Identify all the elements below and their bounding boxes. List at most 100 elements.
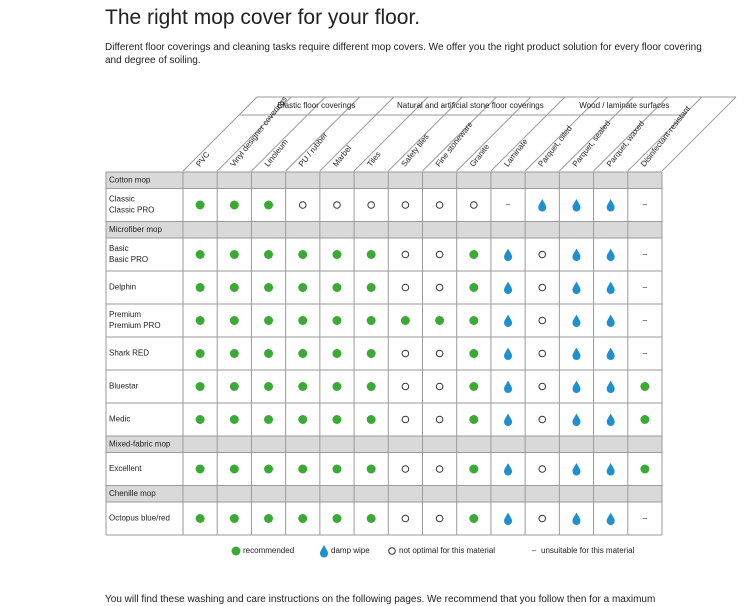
row-name: Bluestar <box>109 382 139 391</box>
cell-symbol <box>469 464 479 474</box>
legend-label: unsuitable for this material <box>541 546 635 555</box>
cell-symbol <box>640 415 650 424</box>
cell-symbol <box>229 464 239 474</box>
row-name: Basic PRO <box>109 255 148 264</box>
cell-symbol <box>572 281 581 294</box>
cell-symbol <box>367 201 375 209</box>
cell-symbol <box>435 316 445 325</box>
header-slant-line <box>387 96 463 172</box>
group-label: Natural and artificial stone floor cover… <box>397 101 544 110</box>
cell-symbol <box>538 382 547 391</box>
cell-symbol <box>332 283 342 292</box>
cell-symbol <box>264 514 274 523</box>
group-label: Elastic floor coverings <box>278 101 356 110</box>
cell-symbol <box>401 250 410 259</box>
cell-symbol <box>435 415 444 424</box>
cell-symbol <box>298 464 308 474</box>
cell-symbol <box>298 201 307 209</box>
cell-symbol <box>504 248 513 261</box>
cell-symbol <box>229 415 239 424</box>
cell-symbol <box>504 413 513 426</box>
section-row <box>106 172 662 189</box>
header-slant-line <box>661 96 737 172</box>
column-label: Vinyl designer coverings <box>228 95 288 169</box>
cell-symbol <box>572 413 581 426</box>
cell-symbol <box>264 382 274 391</box>
cell-symbol <box>366 349 376 358</box>
cell-symbol <box>332 514 342 523</box>
cell-symbol <box>606 413 615 426</box>
cell-symbol <box>195 250 205 259</box>
cell-symbol <box>229 349 239 358</box>
section-row <box>106 436 662 453</box>
cell-symbol <box>504 347 513 360</box>
cell-symbol <box>401 382 410 391</box>
cell-symbol <box>572 314 581 327</box>
header-slant-line <box>353 96 429 172</box>
cell-symbol <box>538 199 547 212</box>
cell-symbol: – <box>506 200 511 209</box>
cell-symbol <box>606 314 615 327</box>
cell-symbol <box>264 200 274 210</box>
cell-symbol <box>606 248 615 261</box>
cell-symbol <box>572 199 581 212</box>
cell-symbol <box>229 514 239 523</box>
row-name: Classic <box>109 195 135 204</box>
cell-symbol <box>195 382 205 391</box>
cell-symbol: – <box>643 283 648 292</box>
cell-symbol <box>332 382 342 391</box>
cell-symbol <box>264 415 274 424</box>
cell-symbol <box>606 199 615 212</box>
row-name: Classic PRO <box>109 206 154 215</box>
cell-symbol <box>229 283 239 292</box>
header-slant-line <box>182 96 258 172</box>
cell-symbol <box>195 415 205 424</box>
cell-symbol <box>435 349 444 358</box>
table: Elastic floor coverings Natural and artif… <box>105 95 737 558</box>
column-label: Safety tiles <box>400 132 431 168</box>
column-label: Disinfectant-resistant <box>639 104 693 169</box>
row-name: Shark RED <box>109 349 149 358</box>
cell-symbol <box>504 380 513 393</box>
cell-symbol <box>264 349 274 358</box>
row-name: Octopus blue/red <box>109 514 170 523</box>
cell-symbol <box>229 200 239 210</box>
cell-symbol <box>229 250 239 259</box>
legend-symbol: – <box>532 546 537 555</box>
header-slant-line <box>524 96 600 172</box>
cell-symbol <box>401 283 410 292</box>
cell-symbol <box>572 248 581 261</box>
column-label: Linoleum <box>263 137 290 168</box>
section-row <box>106 485 662 502</box>
cell-symbol <box>366 415 376 424</box>
cell-symbol <box>572 512 581 525</box>
legend-symbol <box>231 546 241 556</box>
row-name: Basic <box>109 244 129 253</box>
intro: Different floor coverings and cleaning t… <box>105 42 702 66</box>
cell-symbol <box>469 382 479 391</box>
header-slant-line <box>422 96 497 172</box>
cell-symbol <box>195 316 205 325</box>
cell-symbol <box>504 314 513 327</box>
cell-symbol <box>298 514 308 523</box>
section-title: Chenille mop <box>109 489 156 498</box>
cell-symbol <box>298 316 308 325</box>
cell-symbol <box>332 250 342 259</box>
cell-symbol: – <box>643 514 648 523</box>
cell-symbol <box>538 415 547 424</box>
cell-symbol <box>195 200 205 210</box>
cell-symbol: – <box>643 316 648 325</box>
cell-symbol <box>435 283 444 292</box>
cell-symbol <box>264 283 274 292</box>
header-slant-line <box>627 96 703 172</box>
column-label: Tiles <box>365 150 382 169</box>
cell-symbol <box>469 349 479 358</box>
cell-symbol <box>469 514 479 523</box>
cell-symbol <box>401 415 410 424</box>
column-label: PU / rubber <box>297 130 329 168</box>
cell-symbol <box>264 250 274 259</box>
cell-symbol <box>435 382 444 391</box>
cell-symbol <box>606 380 615 393</box>
cell-symbol: – <box>643 250 648 259</box>
cell-symbol <box>366 382 376 391</box>
